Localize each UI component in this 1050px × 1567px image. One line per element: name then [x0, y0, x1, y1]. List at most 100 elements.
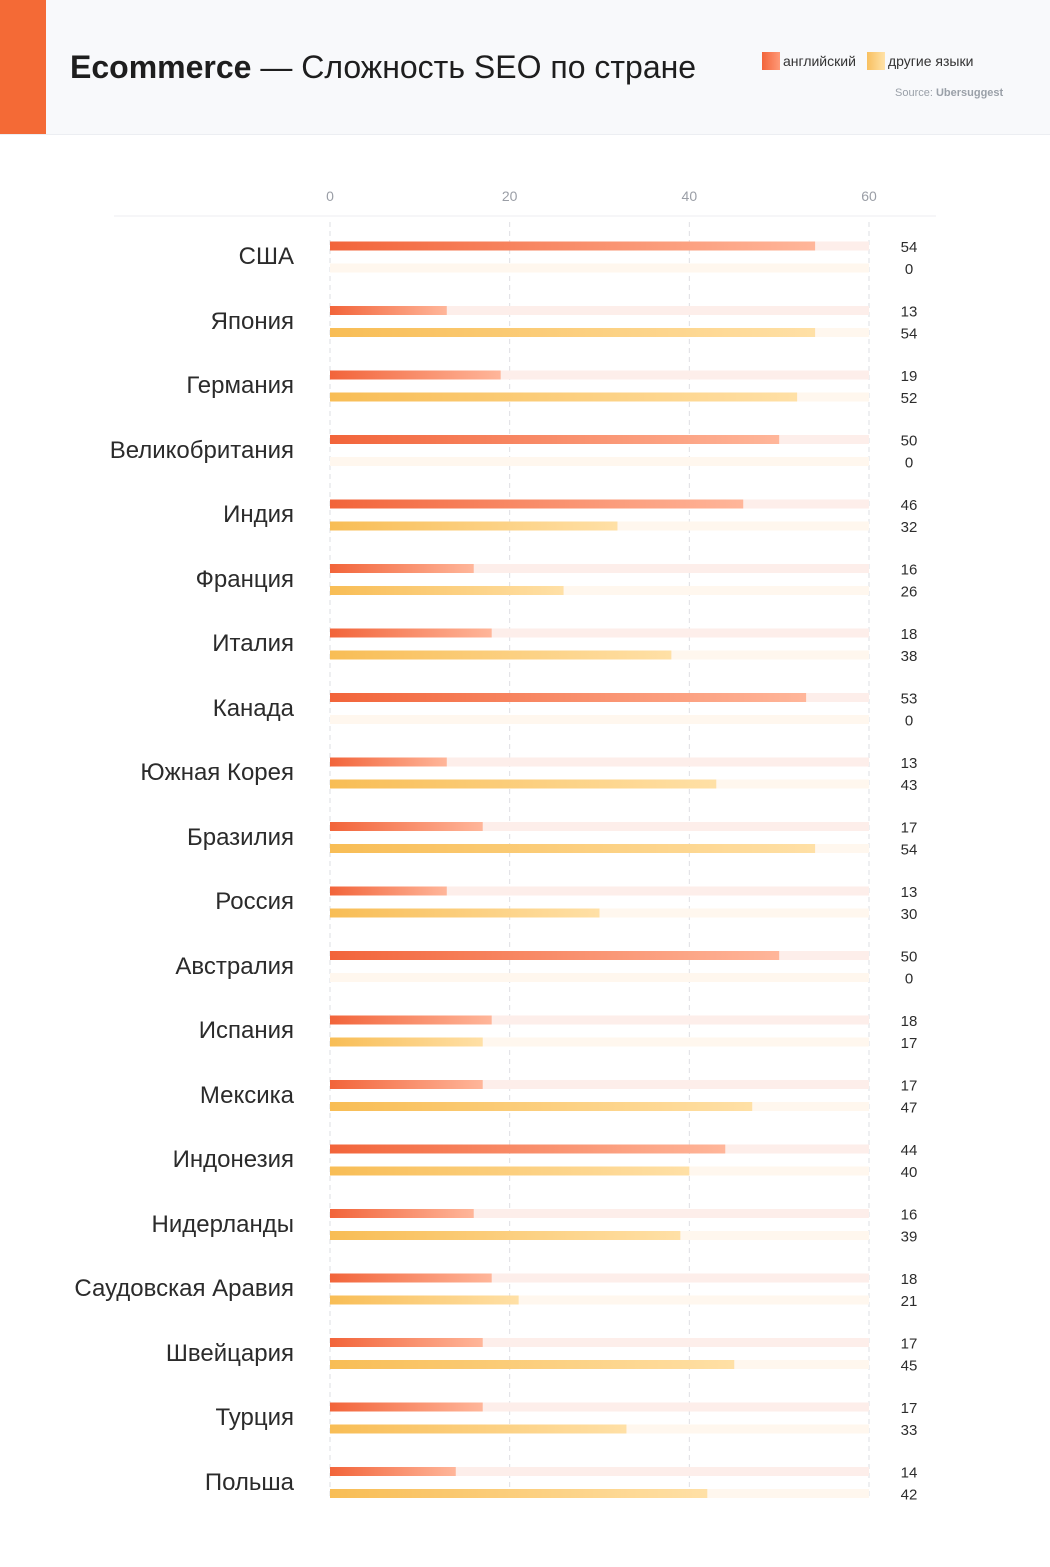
bar-english [330, 1273, 492, 1283]
value-label-other: 54 [901, 842, 918, 859]
value-label-other: 45 [901, 1358, 918, 1375]
track-english [330, 564, 869, 573]
value-label-english: 54 [901, 239, 918, 256]
value-label-other: 32 [901, 519, 918, 536]
country-label: Мексика [199, 1081, 294, 1109]
bar-other [330, 521, 618, 531]
country-label: Россия [215, 888, 294, 915]
track-english [330, 886, 869, 896]
value-label-other: 0 [905, 971, 913, 988]
track-other [330, 715, 869, 724]
tick-label-20: 20 [502, 188, 518, 204]
track-other [330, 586, 869, 595]
bar-english [330, 693, 807, 702]
value-label-english: 17 [901, 1336, 918, 1353]
country-label: Турция [215, 1404, 294, 1431]
bar-english [330, 370, 501, 380]
bar-english [330, 951, 780, 960]
accent-stripe [0, 0, 46, 134]
track-english [330, 628, 869, 638]
bar-other [330, 908, 600, 918]
source-name: Ubersuggest [935, 87, 1004, 99]
value-label-other: 38 [901, 648, 918, 665]
source-note: Source: Ubersuggest [895, 87, 1003, 99]
value-label-other: 52 [901, 390, 918, 407]
value-label-other: 17 [901, 1035, 918, 1052]
country-label: Швейцария [165, 1339, 294, 1367]
chart-title: Ecommerce — Сложность SEO по стране [70, 47, 696, 87]
value-label-other: 0 [905, 713, 913, 730]
value-label-english: 50 [901, 433, 918, 450]
track-english [330, 1080, 869, 1089]
bar-english [330, 1080, 483, 1089]
track-english [330, 822, 869, 831]
track-english [330, 757, 869, 767]
bar-english [330, 1015, 492, 1025]
value-label-english: 16 [901, 562, 918, 579]
bar-english [330, 435, 780, 444]
country-label: Индонезия [172, 1146, 294, 1173]
title-rest: — Сложность SEO по стране [251, 49, 697, 85]
country-label: Франция [195, 565, 294, 593]
value-label-other: 33 [901, 1422, 918, 1439]
value-label-other: 54 [901, 326, 918, 343]
track-other [330, 973, 869, 982]
bar-english [330, 1402, 483, 1412]
bar-english [330, 241, 816, 251]
value-label-english: 16 [901, 1207, 918, 1224]
chart-header: Ecommerce — Сложность SEO по стране англ… [0, 0, 1050, 135]
bar-other [330, 1360, 735, 1369]
grid-layer [114, 215, 936, 1500]
value-label-other: 42 [901, 1487, 918, 1504]
country-label: Индия [223, 501, 294, 528]
value-label-other: 0 [905, 261, 913, 278]
bar-other [330, 328, 816, 337]
bar-english [330, 306, 447, 315]
legend-other-swatch [867, 52, 885, 70]
bar-english [330, 564, 474, 573]
value-label-english: 50 [901, 949, 918, 966]
bar-english [330, 886, 447, 896]
value-label-english: 14 [901, 1465, 918, 1482]
value-label-layer: 54 0 13 54 19 52 50 0 46 32 16 26 18 38 53 0 13 43 17 54 13 3… [901, 239, 918, 1504]
bar-other [330, 1166, 690, 1176]
bar-other [330, 392, 798, 402]
value-label-english: 13 [901, 304, 918, 321]
bar-english [330, 1467, 456, 1476]
track-other [330, 1295, 869, 1305]
track-english [330, 306, 869, 315]
value-label-other: 0 [905, 455, 913, 472]
value-label-other: 40 [901, 1164, 918, 1181]
legend-other: другие языки [867, 52, 973, 70]
bar-other [330, 844, 816, 853]
tick-label-60: 60 [861, 188, 877, 204]
source-prefix: Source: [895, 87, 936, 99]
bar-english [330, 628, 492, 638]
bar-other [330, 1295, 519, 1305]
value-label-english: 17 [901, 1078, 918, 1095]
country-label: Нидерланды [151, 1210, 294, 1238]
value-label-english: 18 [901, 1013, 918, 1030]
bar-english [330, 1338, 483, 1347]
track-other [330, 457, 869, 466]
value-label-english: 53 [901, 691, 918, 708]
country-label: Южная Корея [140, 759, 294, 786]
value-label-other: 47 [901, 1100, 918, 1117]
track-english [330, 1338, 869, 1347]
bar-other [330, 1037, 483, 1047]
country-label: Италия [212, 630, 294, 657]
value-label-english: 17 [901, 820, 918, 837]
legend-english-swatch [762, 52, 780, 70]
value-label-english: 13 [901, 884, 918, 901]
bar-chart: 0 20 40 60 54 0 13 54 19 52 50 0 46 32 16 26 18 38 53 0 13 4… [114, 188, 936, 1504]
bar-english [330, 757, 447, 767]
country-label: Австралия [175, 952, 294, 980]
legend-english-label: английский [783, 53, 856, 69]
country-label: Саудовская Аравия [74, 1275, 294, 1302]
title-bold: Ecommerce [70, 49, 252, 85]
bar-other [330, 779, 717, 789]
country-label: Бразилия [187, 823, 294, 851]
value-label-english: 46 [901, 497, 918, 514]
bar-other [330, 1231, 681, 1240]
country-label: Великобритания [109, 436, 294, 464]
